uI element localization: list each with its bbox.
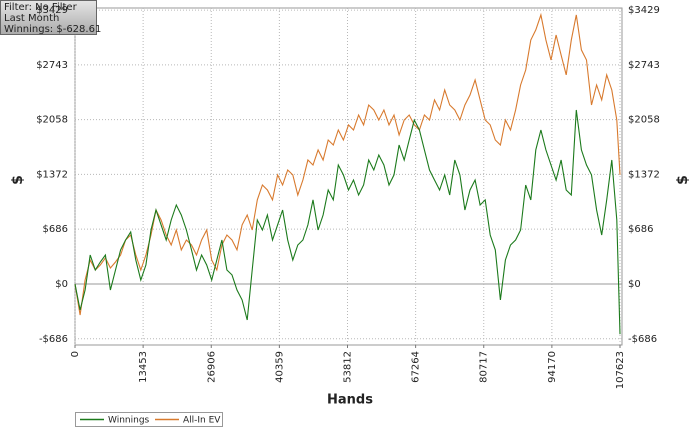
y2-tick-label: -$686 [628, 334, 657, 345]
y-tick-label: $1372 [36, 169, 68, 180]
x-axis-label: Hands [327, 393, 373, 408]
x-tick-label: 40359 [274, 351, 285, 383]
y2-tick-label: $3429 [628, 5, 660, 16]
y2-tick-label: $686 [628, 224, 653, 235]
x-tick-label: 80717 [479, 351, 490, 383]
info-line: Winnings: $-628.61 [4, 24, 101, 35]
x-tick-label: 26906 [206, 351, 217, 383]
y2-tick-label: $2058 [628, 115, 660, 126]
x-tick-label: 67264 [411, 351, 422, 383]
x-tick-label: 53812 [343, 351, 354, 383]
x-tick-label: 0 [70, 351, 81, 357]
series-line [74, 12, 621, 316]
x-tick-label: 13453 [138, 351, 149, 383]
x-tick-label: 94170 [547, 351, 558, 383]
y-tick-label: $3429 [36, 5, 68, 16]
legend-label: Winnings [108, 416, 150, 426]
y-axis-label: $ [10, 175, 26, 185]
y-tick-label: $2058 [36, 115, 68, 126]
info-box [0, 0, 97, 35]
x-tick-label: 107623 [615, 351, 626, 389]
y-tick-label: $686 [43, 224, 68, 235]
info-line: Filter: No Filter [4, 2, 78, 13]
y-tick-label: -$686 [39, 334, 68, 345]
y2-tick-label: $2743 [628, 60, 660, 71]
series-line [74, 109, 621, 335]
legend [75, 412, 223, 427]
y-tick-label: $0 [55, 279, 68, 290]
y2-tick-label: $0 [628, 279, 641, 290]
y2-axis-label: $ [675, 175, 691, 185]
plot-area [74, 7, 623, 346]
y2-tick-label: $1372 [628, 169, 660, 180]
legend-label: All-In EV [183, 416, 221, 426]
y-tick-label: $2743 [36, 60, 68, 71]
info-line: Last Month [4, 13, 59, 24]
